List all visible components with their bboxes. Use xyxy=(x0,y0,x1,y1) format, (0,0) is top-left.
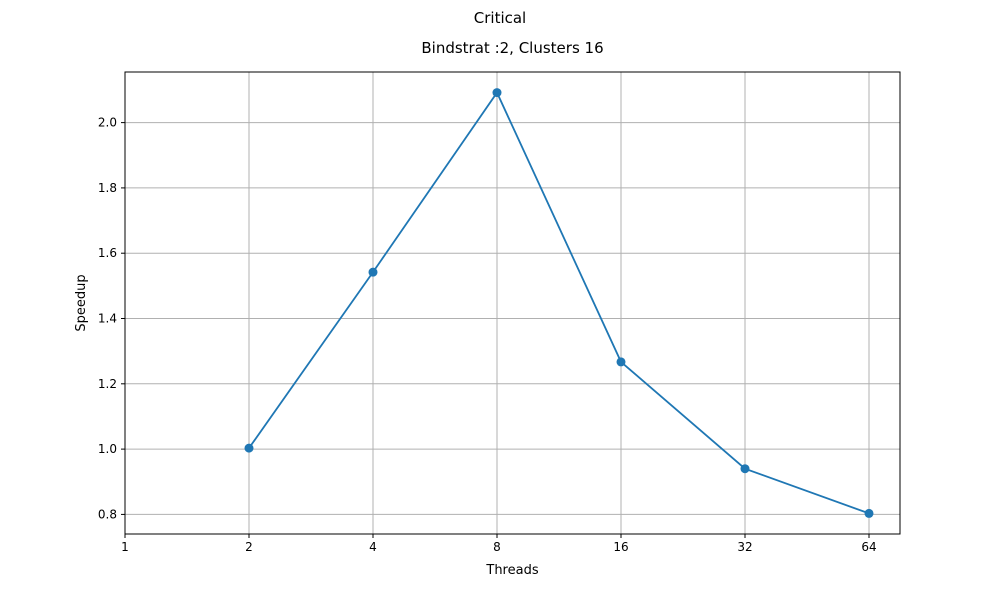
y-axis-label: Speedup xyxy=(74,274,89,331)
x-tick-label: 4 xyxy=(369,540,377,554)
y-tick-label: 1.4 xyxy=(98,312,117,326)
x-tick-label: 8 xyxy=(493,540,501,554)
data-point xyxy=(616,357,626,367)
x-tick-label: 1 xyxy=(121,540,129,554)
series-line xyxy=(248,90,870,515)
data-point xyxy=(740,464,750,474)
data-point xyxy=(368,267,378,277)
x-tick-label: 64 xyxy=(861,540,876,554)
plot-frame xyxy=(124,71,901,535)
data-point xyxy=(244,443,254,453)
y-tick-label: 1.0 xyxy=(98,442,117,456)
y-tick-label: 2.0 xyxy=(98,116,117,130)
x-tick-label: 32 xyxy=(737,540,752,554)
x-tick-label: 16 xyxy=(613,540,628,554)
chart-title: Bindstrat :2, Clusters 16 xyxy=(421,39,603,57)
x-tick-label: 2 xyxy=(245,540,253,554)
x-axis-label: Threads xyxy=(485,563,538,578)
chart-suptitle: Critical xyxy=(474,9,526,27)
series-layer xyxy=(244,88,874,518)
grid xyxy=(124,72,900,534)
y-tick-label: 1.6 xyxy=(98,246,117,260)
data-point xyxy=(864,508,874,518)
y-tick-label: 1.2 xyxy=(98,377,117,391)
data-point xyxy=(492,88,502,98)
y-tick-label: 0.8 xyxy=(98,507,117,521)
axes: 1 2 4 8 16 32 64 0.8 1.0 1.2 1.4 1.6 1.8 2.0 xyxy=(98,116,877,554)
y-tick-label: 1.8 xyxy=(98,181,117,195)
